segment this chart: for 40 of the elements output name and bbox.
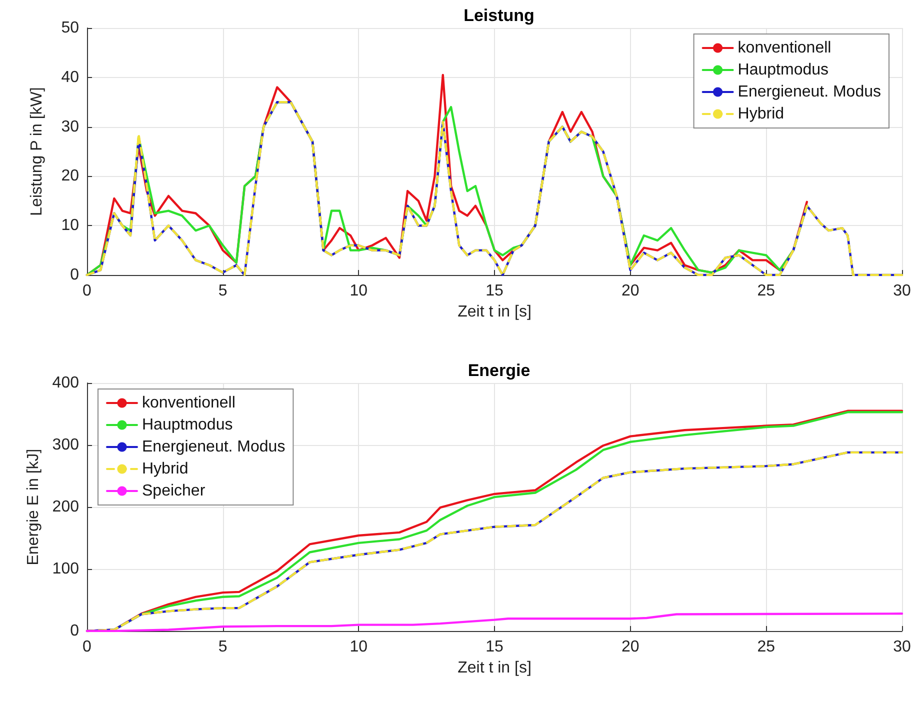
y-tick-label: 20	[61, 168, 80, 185]
y-axis-title: Leistung P in [kW]	[28, 87, 46, 216]
legend-label: Hybrid	[142, 460, 188, 478]
x-tick-label: 0	[82, 282, 92, 300]
x-axis-title: Zeit t in [s]	[458, 659, 532, 676]
x-tick-label: 0	[82, 638, 92, 656]
legend-label: Hauptmodus	[142, 416, 233, 434]
chart-title: Leistung	[464, 6, 534, 25]
chart-title: Energie	[468, 361, 530, 380]
y-tick-label: 100	[52, 560, 80, 578]
y-tick-label: 50	[61, 20, 80, 36]
legend-label: Energieneut. Modus	[738, 84, 881, 100]
x-tick-label: 15	[486, 638, 504, 656]
y-tick-label: 300	[52, 436, 80, 454]
x-tick-label: 20	[621, 282, 640, 300]
legend-label: konventionell	[142, 394, 236, 412]
y-tick-label: 200	[52, 498, 80, 516]
x-tick-label: 30	[893, 282, 911, 300]
legend-label: Hauptmodus	[738, 62, 829, 78]
y-tick-label: 10	[61, 217, 80, 234]
y-tick-label: 30	[61, 118, 80, 136]
y-tick-label: 400	[52, 374, 80, 392]
x-tick-label: 5	[218, 282, 228, 300]
x-tick-label: 20	[621, 638, 640, 656]
legend-label: Speicher	[142, 482, 206, 500]
legend-label: Hybrid	[738, 106, 784, 122]
x-tick-label: 10	[350, 638, 368, 656]
y-tick-label: 0	[70, 622, 80, 640]
x-tick-label: 10	[350, 282, 368, 300]
legend-label: Energieneut. Modus	[142, 438, 286, 456]
legend-label: konventionell	[738, 40, 832, 56]
x-tick-label: 30	[893, 638, 911, 656]
y-tick-label: 0	[70, 266, 80, 284]
x-axis-title: Zeit t in [s]	[458, 303, 532, 320]
y-tick-label: 40	[61, 68, 80, 86]
x-tick-label: 15	[486, 282, 504, 300]
x-tick-label: 25	[757, 282, 776, 300]
y-axis-title: Energie E in [kJ]	[24, 448, 42, 566]
x-tick-label: 25	[757, 638, 776, 656]
x-tick-label: 5	[218, 638, 228, 656]
